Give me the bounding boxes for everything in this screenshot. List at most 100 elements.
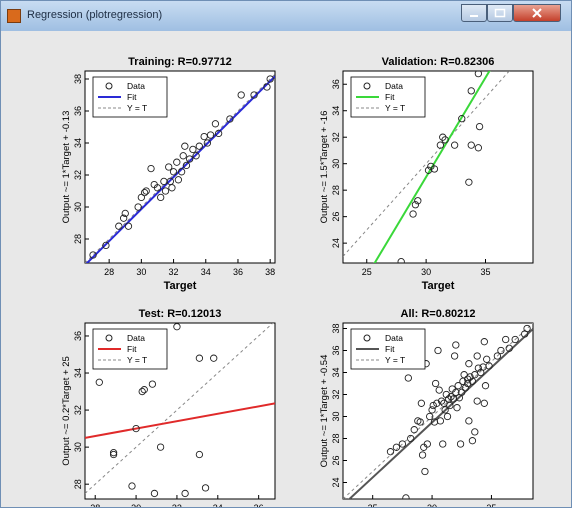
data-point <box>407 434 415 443</box>
maximize-button[interactable] <box>487 4 513 22</box>
y-tick-label: 24 <box>331 238 341 248</box>
y-tick-label: 36 <box>73 106 83 116</box>
plot-lines <box>343 71 510 263</box>
data-point <box>266 75 274 83</box>
data-point <box>468 437 477 445</box>
data-point <box>414 197 422 205</box>
legend-data-marker <box>105 82 113 90</box>
x-tick-label: 28 <box>90 503 100 507</box>
data-point <box>169 168 178 176</box>
title-bar[interactable]: Regression (plotregression) <box>1 1 571 31</box>
legend-data-label: Data <box>127 81 145 91</box>
data-point <box>195 354 204 362</box>
data-point <box>138 387 146 396</box>
data-point <box>458 115 466 123</box>
data-point <box>465 178 473 186</box>
data-point <box>263 83 271 91</box>
ideal-line <box>85 323 274 494</box>
y-tick-label: 36 <box>73 331 83 341</box>
data-point <box>398 440 407 448</box>
data-point <box>392 443 401 451</box>
data-point <box>177 168 186 176</box>
y-tick-label: 30 <box>73 202 83 212</box>
y-tick-label: 26 <box>331 455 341 465</box>
matlab-icon <box>7 9 21 23</box>
y-tick-label: 24 <box>331 477 341 487</box>
data-point <box>148 380 157 388</box>
maximize-icon <box>494 8 506 18</box>
data-point <box>102 241 110 250</box>
data-point <box>450 141 459 149</box>
y-tick-label: 34 <box>331 106 341 116</box>
data-point <box>474 71 483 78</box>
data-point <box>480 399 488 407</box>
y-tick-label: 28 <box>73 234 83 244</box>
data-point <box>467 87 475 95</box>
fit-line <box>347 328 533 499</box>
close-button[interactable] <box>513 4 561 22</box>
data-point <box>433 399 441 407</box>
data-point <box>429 401 437 410</box>
data-point <box>466 373 474 381</box>
data-point <box>485 362 493 370</box>
x-tick-label: 36 <box>254 503 264 507</box>
legend-ideal-label: Y = T <box>385 103 405 113</box>
data-point <box>426 412 434 421</box>
data-point <box>434 346 442 355</box>
y-tick-label: 32 <box>73 405 83 415</box>
fit-line <box>85 402 275 439</box>
x-tick-label: 25 <box>362 267 372 277</box>
data-point <box>140 188 149 197</box>
data-point <box>436 141 445 149</box>
data-point <box>201 484 210 492</box>
data-point <box>423 440 431 448</box>
data-point <box>142 187 150 195</box>
data-point <box>452 388 460 396</box>
data-point <box>214 129 223 138</box>
data-point <box>465 417 473 425</box>
x-tick-label: 28 <box>104 267 114 277</box>
data-point <box>95 378 103 386</box>
data-point <box>428 406 436 414</box>
y-axis-label: Output ~= 1*Target + -0.54 <box>319 355 330 468</box>
data-point <box>404 374 412 382</box>
minimize-button[interactable] <box>461 4 487 22</box>
data-point <box>109 450 118 459</box>
y-tick-label: 26 <box>331 212 341 222</box>
data-point <box>502 335 510 344</box>
y-tick-label: 34 <box>331 367 341 377</box>
data-point <box>182 161 191 170</box>
y-axis-label: Output ~= 1*Target + -0.13 <box>61 111 72 224</box>
y-tick-label: 34 <box>73 138 83 148</box>
data-point <box>453 404 461 412</box>
x-tick-label: 30 <box>421 267 431 277</box>
data-point <box>523 324 531 333</box>
data-point <box>439 440 447 448</box>
data-point <box>431 379 440 388</box>
data-point <box>173 323 181 331</box>
data-point <box>186 155 194 163</box>
data-point <box>153 184 162 192</box>
data-point <box>174 176 183 184</box>
data-point <box>452 341 460 349</box>
legend-data-label: Data <box>385 81 403 91</box>
data-point <box>450 352 459 360</box>
data-point <box>483 355 491 363</box>
x-axis-label: Target <box>164 280 197 292</box>
plot-lines <box>85 323 275 498</box>
data-point <box>210 354 218 362</box>
data-point <box>464 379 472 388</box>
data-point <box>471 428 479 436</box>
data-point <box>493 352 502 360</box>
data-point <box>156 443 165 451</box>
data-point <box>465 360 473 368</box>
data-point <box>511 335 519 344</box>
data-point <box>443 412 452 421</box>
plot-title: Validation: R=0.82306 <box>382 56 495 68</box>
data-point <box>473 397 481 405</box>
close-icon <box>532 8 542 18</box>
data-point <box>473 352 481 360</box>
x-tick-label: 30 <box>136 267 146 277</box>
plot-title: Training: R=0.97712 <box>128 56 232 68</box>
data-point <box>441 136 449 144</box>
